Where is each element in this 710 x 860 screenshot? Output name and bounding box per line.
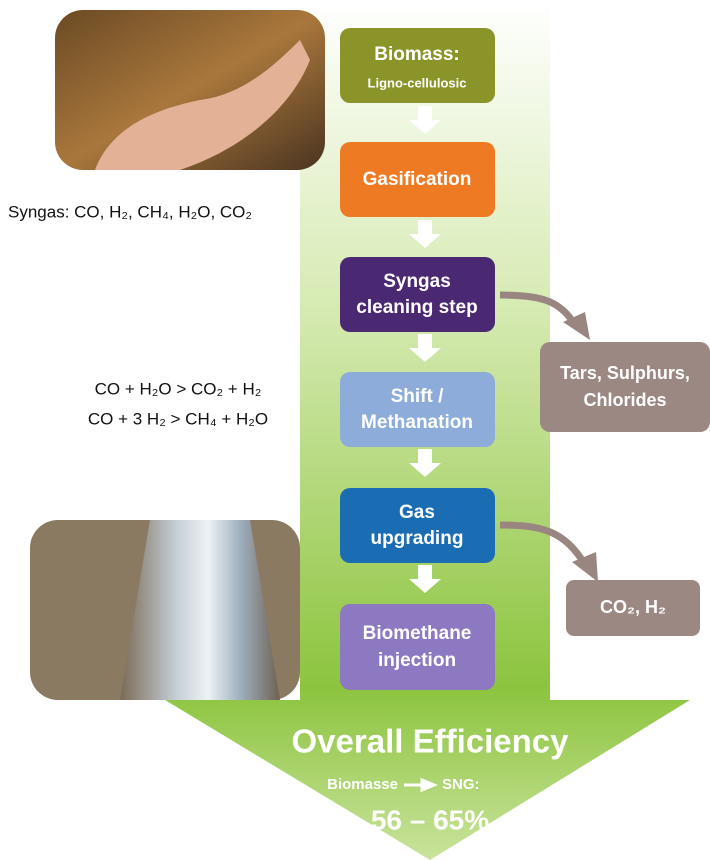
reaction: CO + 3 H₂ > CH₄ + H₂O — [88, 409, 268, 428]
step-arrows — [409, 106, 441, 593]
pipe — [120, 520, 280, 700]
step: Biomass: Ligno-cellulosic — [340, 28, 495, 103]
byproduct: Tars, Sulphurs, Chlorides — [540, 342, 710, 432]
syngas-note: Syngas: CO, H₂, CH₄, H₂O, CO₂ — [8, 202, 252, 221]
arrow-head — [572, 552, 598, 582]
step-label: Syngas — [383, 271, 451, 292]
step: Gasification — [340, 142, 495, 217]
step: Biomethane injection — [340, 604, 495, 690]
result: Overall Efficiency Biomasse SNG: 56 – 65… — [292, 723, 570, 836]
step-sublabel: Ligno-cellulosic — [368, 75, 467, 90]
wood-chips-photo — [55, 10, 325, 170]
arrow-head — [563, 312, 590, 340]
byproduct-label: Tars, Sulphurs, — [560, 363, 690, 383]
byproduct-arrows — [499, 291, 589, 567]
step-label: Gas — [399, 502, 435, 523]
result-from: Biomasse — [327, 776, 398, 793]
step-label: Methanation — [361, 412, 473, 433]
byproduct-label: CO₂, H₂ — [600, 597, 666, 617]
result-title: Overall Efficiency — [292, 723, 570, 760]
reaction: CO + H₂O > CO₂ + H₂ — [95, 379, 262, 398]
result-to: SNG: — [442, 776, 480, 793]
step-label: cleaning step — [356, 297, 477, 318]
step: Syngas cleaning step — [340, 257, 495, 332]
step-label: Gasification — [363, 169, 472, 190]
byproduct: CO₂, H₂ — [566, 580, 700, 636]
step-label: Shift / — [391, 386, 444, 407]
byproduct-label: Chlorides — [583, 390, 666, 410]
step: Gas upgrading — [340, 488, 495, 563]
hand — [95, 40, 310, 170]
step-label: Biomethane — [363, 623, 472, 644]
result-efficiency: 56 – 65% — [371, 804, 489, 835]
step-label: Biomass: — [374, 44, 460, 65]
step-label: upgrading — [371, 528, 464, 549]
result-arrow — [404, 777, 438, 793]
step: Shift / Methanation — [340, 372, 495, 447]
step-label: injection — [378, 650, 456, 671]
